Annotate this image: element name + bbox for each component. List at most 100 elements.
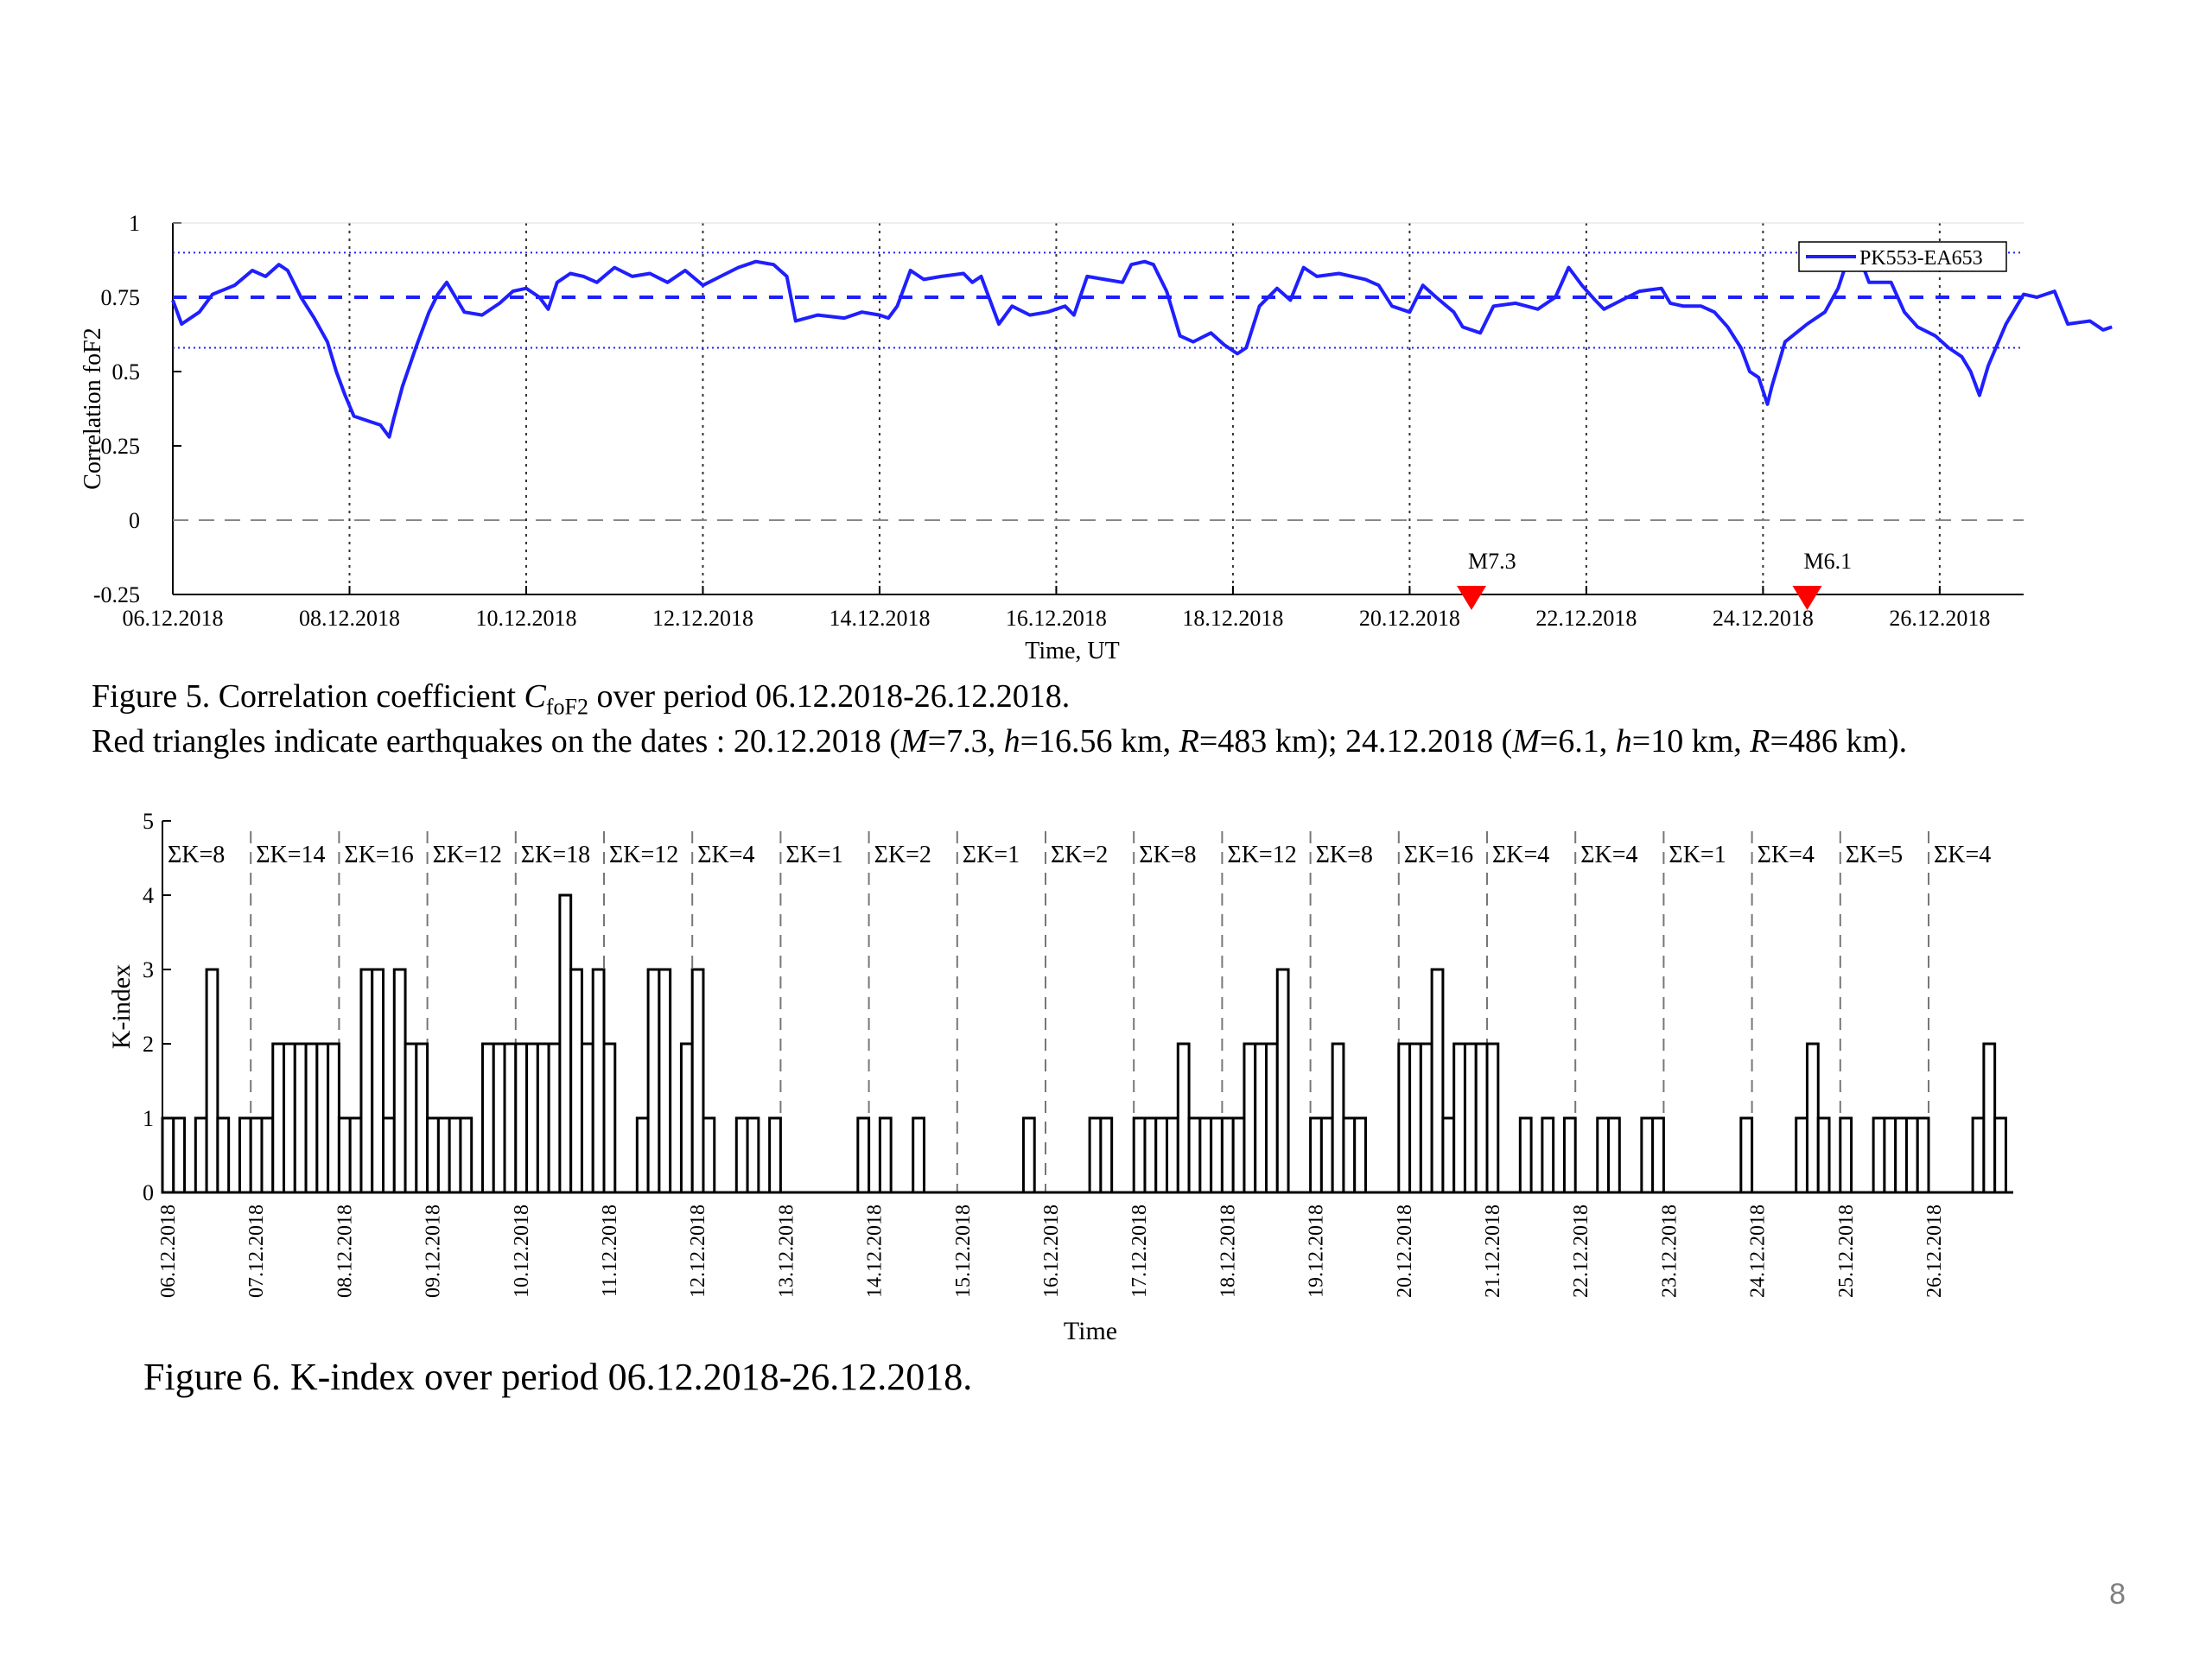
legend-label: PK553-EA653 <box>1859 247 1983 270</box>
k-index-bar <box>1176 1042 1191 1194</box>
k-index-bar <box>525 1042 539 1194</box>
x-tick-label: 23.12.2018 <box>1658 1205 1681 1298</box>
y-tick-label: 0.25 <box>101 434 141 459</box>
k-index-bar <box>878 1116 893 1194</box>
y-tick-label: 0.5 <box>112 359 141 385</box>
k-index-bar <box>558 893 573 1194</box>
x-tick-label: 26.12.2018 <box>1889 606 1990 631</box>
k-index-bar <box>602 1042 617 1194</box>
k-index-bar <box>348 1116 363 1194</box>
note-seg: =7.3, <box>927 723 1004 760</box>
k-index-bar <box>1275 968 1290 1194</box>
note-seg: =486 km). <box>1770 723 1908 760</box>
x-tick-label: 14.12.2018 <box>864 1205 887 1298</box>
day-sum-label: ΣK=8 <box>1316 842 1373 868</box>
k-index-bar <box>1916 1116 1930 1194</box>
day-sum-label: ΣK=2 <box>874 842 931 868</box>
k-index-bar <box>304 1042 319 1194</box>
day-sum-label: ΣK=8 <box>1139 842 1196 868</box>
x-tick-label: 22.12.2018 <box>1535 606 1637 631</box>
k-index-bar <box>1243 1042 1257 1194</box>
x-tick-label: 20.12.2018 <box>1359 606 1460 631</box>
x-tick-label: 18.12.2018 <box>1217 1205 1239 1298</box>
k-index-bar <box>1607 1116 1621 1194</box>
x-tick-label: 18.12.2018 <box>1182 606 1283 631</box>
x-tick-label: 12.12.2018 <box>652 606 753 631</box>
x-tick-label: 15.12.2018 <box>952 1205 975 1298</box>
note-seg: R <box>1179 723 1199 760</box>
x-axis-label: Time, UT <box>1025 638 1119 664</box>
day-sum-label: ΣK=4 <box>1758 842 1815 868</box>
k-index-bar <box>1309 1116 1323 1194</box>
y-tick-label: 0 <box>129 508 140 533</box>
k-index-bar <box>1166 1116 1179 1194</box>
page-number: 8 <box>2109 1578 2126 1611</box>
k-index-bar <box>260 1116 275 1194</box>
k-index-bar <box>1187 1116 1202 1194</box>
x-tick-label: 11.12.2018 <box>599 1205 621 1297</box>
k-index-bar <box>591 968 606 1194</box>
note-seg: =6.1, <box>1539 723 1616 760</box>
x-tick-label: 10.12.2018 <box>475 606 576 631</box>
k-index-bar <box>746 1116 760 1194</box>
k-index-bar <box>337 1116 352 1194</box>
k-index-bar <box>1419 1042 1433 1194</box>
x-tick-label: 20.12.2018 <box>1394 1205 1416 1298</box>
y-tick-label: 0 <box>143 1180 154 1205</box>
y-axis-label: K-index <box>107 964 136 1049</box>
k-index-bar <box>448 1116 462 1194</box>
k-index-bar <box>1154 1116 1169 1194</box>
k-index-bar <box>1353 1116 1367 1194</box>
x-tick-label: 10.12.2018 <box>511 1205 533 1298</box>
x-tick-label: 19.12.2018 <box>1306 1205 1328 1298</box>
y-tick-label: 5 <box>143 809 154 834</box>
y-tick-label: 4 <box>143 883 154 908</box>
k-index-bar <box>1342 1116 1357 1194</box>
x-tick-label: 06.12.2018 <box>157 1205 180 1298</box>
x-tick-label: 12.12.2018 <box>687 1205 709 1298</box>
x-tick-label: 06.12.2018 <box>123 606 224 631</box>
x-tick-label: 08.12.2018 <box>334 1205 356 1298</box>
x-tick-label: 07.12.2018 <box>245 1205 268 1298</box>
k-index-bar <box>1541 1116 1555 1194</box>
k-index-bar <box>1198 1116 1213 1194</box>
k-index-bar <box>1651 1116 1665 1194</box>
k-index-bar <box>856 1116 871 1194</box>
k-index-bar <box>1596 1116 1611 1194</box>
k-index-bar <box>912 1116 925 1194</box>
x-tick-label: 16.12.2018 <box>1006 606 1107 631</box>
k-index-bar <box>404 1042 418 1194</box>
k-index-bar <box>249 1116 264 1194</box>
k-index-bar <box>1839 1116 1853 1194</box>
legend: PK553-EA653 <box>1798 241 2007 272</box>
y-tick-label: -0.25 <box>93 582 140 607</box>
x-axis-label: Time <box>1064 1317 1117 1345</box>
k-index-bar <box>1319 1116 1334 1194</box>
day-sum-label: ΣK=16 <box>1404 842 1473 868</box>
k-index-bar <box>503 1042 518 1194</box>
day-sum-label: ΣK=4 <box>1934 842 1991 868</box>
y-tick-label: 2 <box>143 1032 154 1057</box>
k-index-bar <box>1739 1116 1754 1194</box>
k-index-bar <box>327 1042 340 1194</box>
k-index-bar <box>1562 1116 1577 1194</box>
day-sum-label: ΣK=8 <box>168 842 225 868</box>
k-index-bar <box>382 1116 396 1194</box>
series-line-pk553-ea653 <box>171 257 2113 439</box>
k-index-bar <box>1099 1116 1114 1194</box>
k-index-bar <box>480 1042 495 1194</box>
k-index-bar <box>569 968 583 1194</box>
x-tick-label: 13.12.2018 <box>775 1205 798 1298</box>
k-index-bar <box>194 1116 208 1194</box>
k-index-bar <box>690 968 705 1194</box>
k-index-bar <box>768 1116 782 1194</box>
k-index-bar <box>1518 1116 1533 1194</box>
k-index-bar <box>734 1116 749 1194</box>
day-sum-label: ΣK=18 <box>521 842 590 868</box>
y-tick-label: 1 <box>143 1106 154 1131</box>
note-seg: =483 km); 24.12.2018 ( <box>1198 723 1513 760</box>
k-index-bar <box>1883 1116 1897 1194</box>
k-index-bar <box>547 1042 562 1194</box>
k-index-bar <box>1894 1116 1908 1194</box>
